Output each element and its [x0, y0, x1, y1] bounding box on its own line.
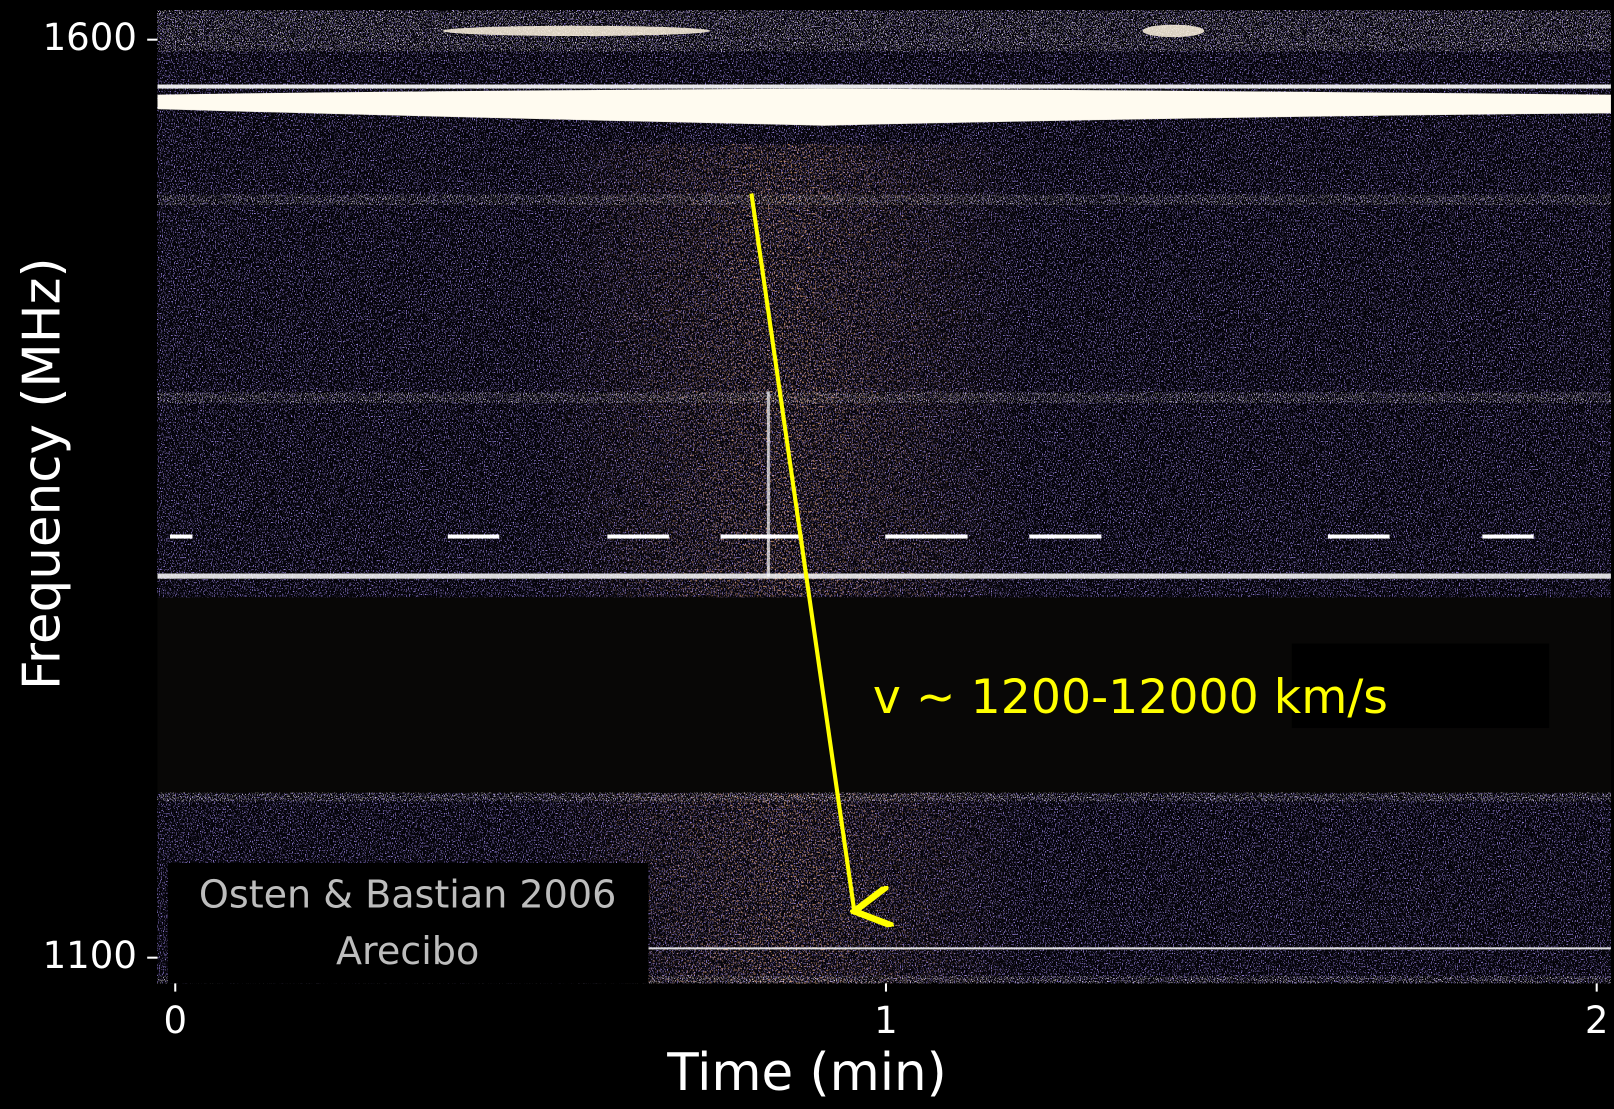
chart: v ~ 1200-12000 km/s Osten & Bastian 2006… [0, 0, 1614, 1109]
rfi-band [157, 793, 1610, 801]
rfi-segment [170, 534, 193, 538]
rfi-segment [1482, 534, 1533, 538]
rfi-segment [448, 534, 499, 538]
x-tick-label: 1 [874, 999, 898, 1042]
rfi-segment [157, 574, 1610, 579]
x-tick-label: 0 [163, 999, 187, 1042]
y-tick-label: 1600 [43, 16, 137, 59]
y-axis-title: Frequency (MHz) [12, 257, 72, 690]
rfi-band [157, 195, 1610, 205]
rfi-band [157, 84, 1610, 88]
rfi-segment [721, 534, 803, 538]
rfi-band [157, 10, 1610, 51]
rfi-band [157, 392, 1610, 402]
velocity-annotation: v ~ 1200-12000 km/s [873, 670, 1388, 725]
rfi-segment [1328, 534, 1390, 538]
burst-emission [535, 144, 1029, 983]
rfi-band [443, 26, 711, 36]
rfi-segment [767, 391, 770, 576]
dynamic-spectrum [157, 10, 1610, 983]
rfi-segment [1029, 534, 1101, 538]
credit-text: Osten & Bastian 2006 [199, 872, 616, 916]
rfi-segment [607, 534, 669, 538]
x-axis-title: Time (min) [666, 1043, 946, 1103]
rfi-band [648, 947, 1610, 949]
rfi-segment [885, 534, 967, 538]
page: v ~ 1200-12000 km/s Osten & Bastian 2006… [0, 0, 1614, 1109]
x-tick-label: 2 [1585, 999, 1609, 1042]
rfi-band [1143, 25, 1205, 37]
y-tick-label: 1100 [43, 934, 137, 977]
noise [535, 144, 1029, 597]
credit-text: Arecibo [336, 929, 479, 973]
